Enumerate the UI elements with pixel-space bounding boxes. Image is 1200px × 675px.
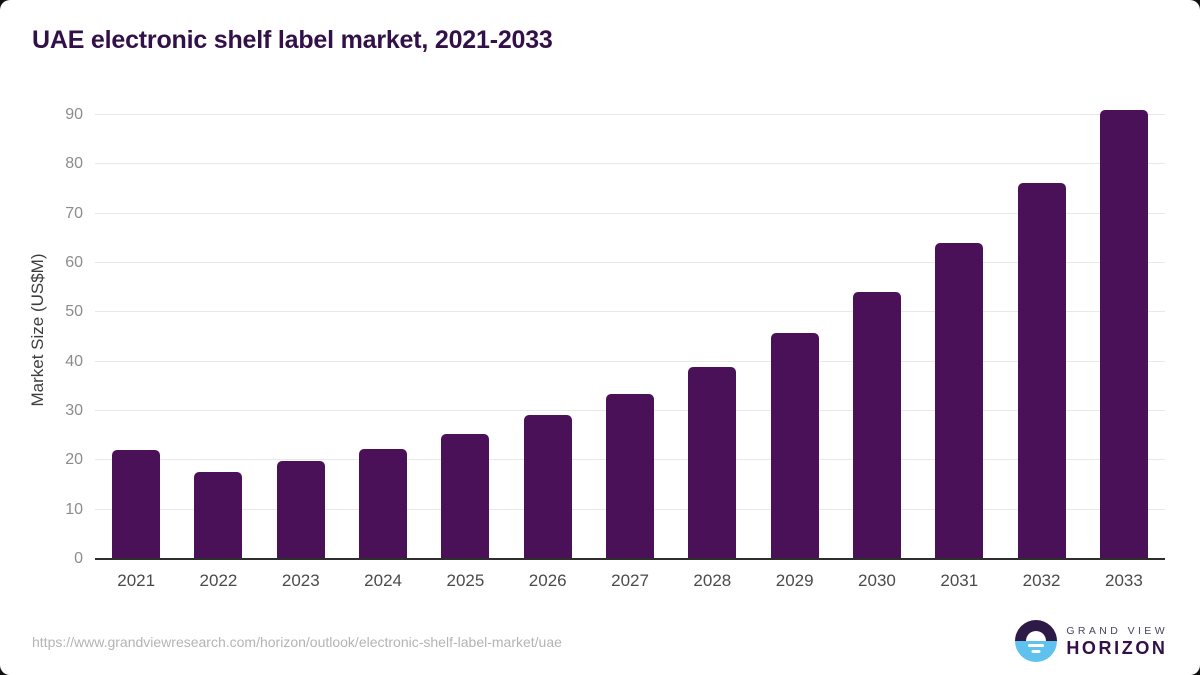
bar-slot-2024 xyxy=(342,100,424,559)
bar-2021 xyxy=(112,450,161,559)
bar-2028 xyxy=(688,366,737,559)
brand-name-bottom: HORIZON xyxy=(1066,638,1168,658)
x-tick-2028: 2028 xyxy=(693,571,732,590)
brand-name-top: GRAND VIEW xyxy=(1066,625,1168,637)
bar-2026 xyxy=(523,415,572,559)
x-axis-line xyxy=(95,558,1165,560)
x-tick-2032: 2032 xyxy=(1022,571,1061,590)
page-title: UAE electronic shelf label market, 2021-… xyxy=(32,26,553,54)
y-tick-90: 90 xyxy=(65,106,83,123)
x-tick-2023: 2023 xyxy=(281,571,320,590)
bar-2032 xyxy=(1017,183,1066,559)
gridline-70 xyxy=(95,212,1165,214)
x-tick-2027: 2027 xyxy=(611,571,649,590)
y-tick-0: 0 xyxy=(74,550,83,567)
source-url: https://www.grandviewresearch.com/horizo… xyxy=(32,634,562,650)
horizon-sun-icon xyxy=(1015,620,1058,662)
bar-slot-2022 xyxy=(177,100,259,559)
bar-slot-2021 xyxy=(95,100,177,559)
gridline-90 xyxy=(95,114,1165,115)
x-tick-2033: 2033 xyxy=(1104,571,1143,590)
bar-2029 xyxy=(770,332,819,559)
bar-2031 xyxy=(935,242,984,559)
bar-slot-2023 xyxy=(260,100,342,559)
bar-slot-2030 xyxy=(836,100,918,559)
gridline-80 xyxy=(95,163,1165,165)
x-axis-labels: 2021 2022 2023 2024 2025 2026 2027 2028 2029 2030… xyxy=(95,571,1165,591)
bar-2030 xyxy=(852,291,901,559)
bar-slot-2025 xyxy=(424,100,506,559)
bar-2022 xyxy=(194,471,243,559)
plot-area: 0 10 20 30 40 50 60 70 80 90 xyxy=(65,100,1165,567)
bar-slot-2028 xyxy=(671,100,753,559)
bar-slot-2033 xyxy=(1083,100,1165,559)
x-tick-2024: 2024 xyxy=(364,571,402,590)
bar-slot-2026 xyxy=(507,100,589,559)
gridline-50 xyxy=(95,311,1165,313)
x-tick-2025: 2025 xyxy=(446,571,485,590)
bar-2033 xyxy=(1099,110,1148,559)
grand-view-horizon-logo: GRAND VIEW HORIZON xyxy=(1015,620,1168,662)
bar-slot-2029 xyxy=(754,100,836,559)
gridline-40 xyxy=(95,360,1165,362)
y-tick-60: 60 xyxy=(65,254,83,271)
bar-2027 xyxy=(606,393,655,559)
bar-slot-2027 xyxy=(589,100,671,559)
bar-slot-2031 xyxy=(918,100,1000,559)
y-axis-title: Market Size (US$M) xyxy=(28,253,47,407)
x-tick-2022: 2022 xyxy=(199,571,238,590)
y-tick-80: 80 xyxy=(65,155,83,173)
y-tick-20: 20 xyxy=(65,451,83,469)
x-tick-2029: 2029 xyxy=(775,571,814,590)
x-tick-2031: 2031 xyxy=(940,571,979,590)
bar-slot-2032 xyxy=(1000,100,1082,559)
y-tick-50: 50 xyxy=(65,303,83,321)
x-tick-2026: 2026 xyxy=(528,571,567,590)
y-tick-70: 70 xyxy=(65,204,83,222)
bar-2023 xyxy=(276,461,325,559)
x-tick-2030: 2030 xyxy=(858,571,896,590)
bars-row xyxy=(95,100,1165,559)
y-tick-10: 10 xyxy=(65,500,83,518)
bar-2024 xyxy=(359,448,408,559)
gridline-60 xyxy=(95,262,1165,263)
y-tick-30: 30 xyxy=(65,402,83,419)
y-tick-40: 40 xyxy=(65,352,83,370)
bar-2025 xyxy=(441,433,490,559)
x-tick-2021: 2021 xyxy=(117,571,156,590)
